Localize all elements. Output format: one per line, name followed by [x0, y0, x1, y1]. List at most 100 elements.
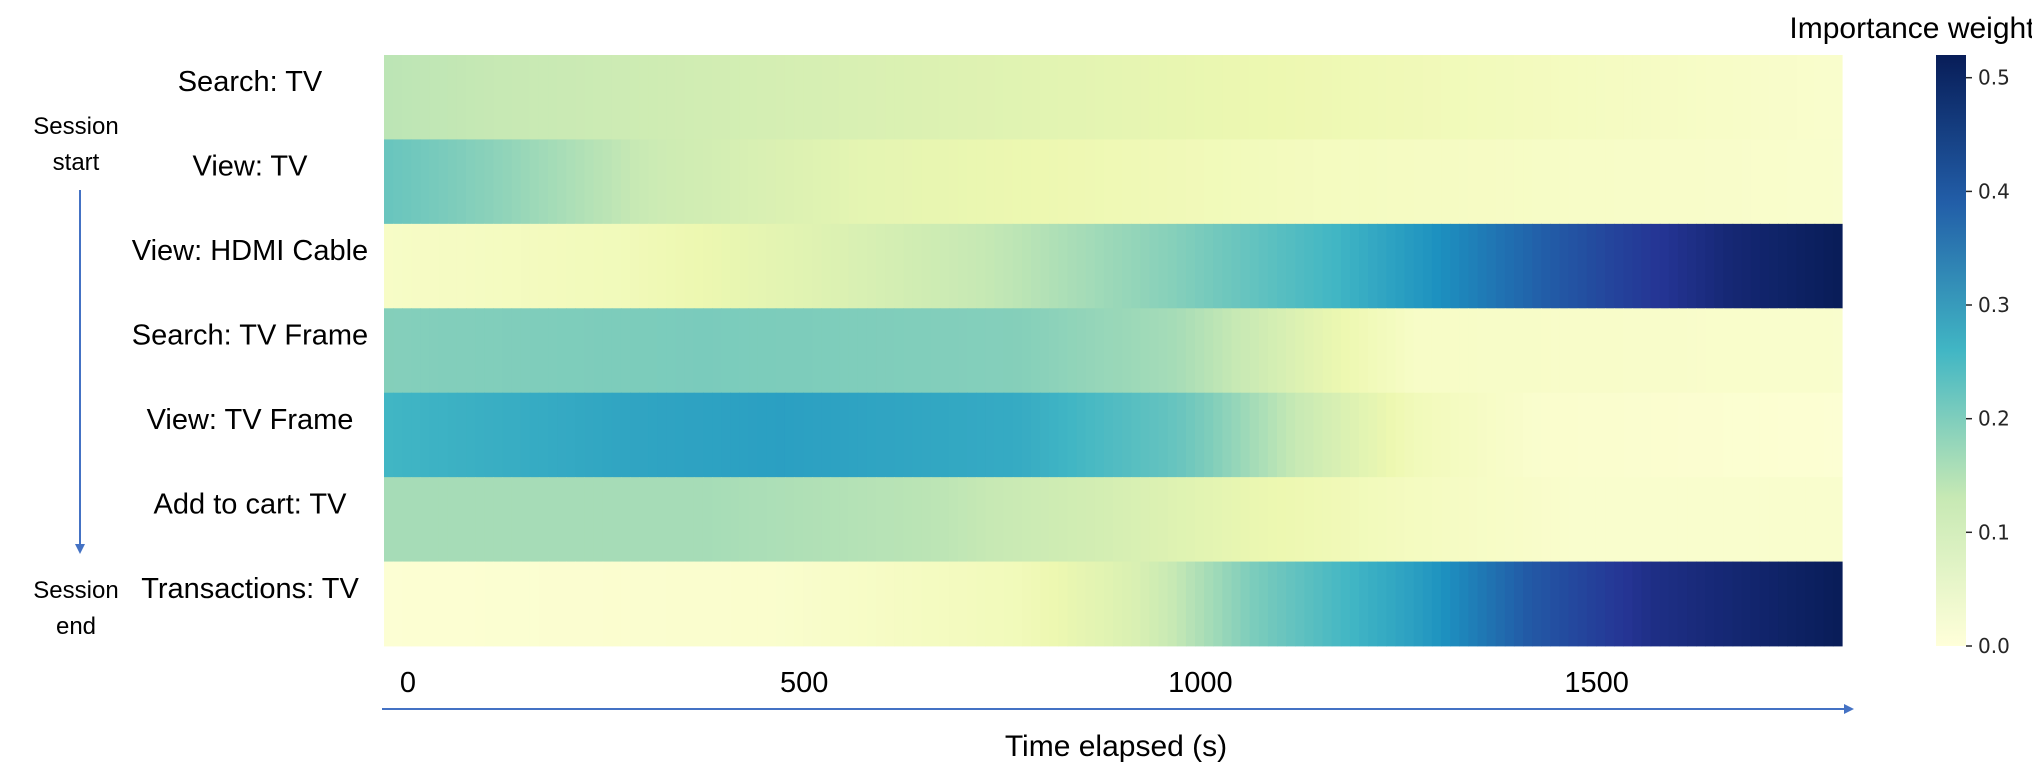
- heatmap-cell: [1204, 477, 1214, 562]
- heatmap-cell: [1668, 308, 1679, 394]
- heatmap-cell: [584, 223, 595, 309]
- heatmap-cell: [1113, 55, 1123, 140]
- heatmap-cell: [1331, 139, 1342, 225]
- heatmap-cell: [1322, 477, 1333, 562]
- heatmap-cell: [566, 477, 576, 562]
- heatmap-cell: [1495, 55, 1506, 140]
- heatmap-cell: [885, 477, 895, 562]
- heatmap-cell: [666, 55, 677, 140]
- heatmap-cell: [1714, 139, 1725, 225]
- heatmap-cell: [1195, 561, 1205, 647]
- heatmap-cell: [1040, 55, 1050, 140]
- heatmap-cell: [1213, 139, 1223, 225]
- heatmap-cell: [1313, 308, 1324, 394]
- heatmap-cell: [730, 55, 740, 140]
- heatmap-cell: [1532, 561, 1542, 647]
- heatmap-cell: [1012, 561, 1023, 647]
- heatmap-cell: [794, 392, 804, 478]
- heatmap-cell: [866, 139, 877, 225]
- row-label: Search: TV: [178, 66, 323, 98]
- heatmap-cell: [1714, 308, 1725, 394]
- heatmap-cell: [757, 308, 768, 394]
- heatmap-cell: [1832, 392, 1843, 478]
- heatmap-cell: [1714, 561, 1725, 647]
- heatmap-cell: [1140, 392, 1151, 478]
- heatmap-cell: [429, 139, 440, 225]
- heatmap-cell: [1805, 139, 1816, 225]
- heatmap-cell: [994, 55, 1005, 140]
- heatmap-cell: [420, 223, 431, 309]
- heatmap-cell: [1732, 55, 1743, 140]
- heatmap-cell: [1413, 308, 1424, 394]
- heatmap-row: [384, 477, 1843, 562]
- heatmap-cell: [1723, 477, 1734, 562]
- heatmap-cell: [493, 392, 504, 478]
- heatmap-cell: [1331, 223, 1342, 309]
- heatmap-cell: [1687, 55, 1697, 140]
- heatmap-cell: [1422, 55, 1433, 140]
- heatmap-cell: [1222, 477, 1233, 562]
- heatmap-cell: [1759, 477, 1770, 562]
- heatmap-cell: [1213, 477, 1223, 562]
- heatmap-cell: [484, 477, 494, 562]
- heatmap-cell: [475, 477, 485, 562]
- heatmap-cell: [1067, 477, 1078, 562]
- heatmap-cell: [1650, 55, 1661, 140]
- heatmap-cell: [1814, 392, 1825, 478]
- heatmap-cell: [1441, 561, 1451, 647]
- heatmap-cell: [1805, 561, 1816, 647]
- heatmap-cell: [666, 223, 677, 309]
- heatmap-cell: [1659, 223, 1670, 309]
- heatmap-cell: [684, 477, 695, 562]
- heatmap-cell: [1504, 561, 1515, 647]
- heatmap-cell: [1359, 308, 1369, 394]
- heatmap-cell: [1796, 392, 1807, 478]
- heatmap-cell: [1386, 477, 1397, 562]
- heatmap-cell: [794, 223, 804, 309]
- heatmap-cell: [1185, 139, 1196, 225]
- heatmap-cell: [675, 139, 686, 225]
- heatmap-cell: [1240, 223, 1251, 309]
- heatmap-cell: [739, 477, 750, 562]
- heatmap-cell: [721, 308, 731, 394]
- heatmap-cell: [921, 392, 932, 478]
- heatmap-cell: [657, 139, 668, 225]
- heatmap-cell: [520, 392, 531, 478]
- heatmap-cell: [1113, 223, 1123, 309]
- heatmap-cell: [493, 139, 504, 225]
- heatmap-cell: [821, 139, 832, 225]
- heatmap-cell: [921, 223, 932, 309]
- heatmap-cell: [894, 477, 905, 562]
- heatmap-cell: [1094, 308, 1105, 394]
- heatmap-cell: [1240, 561, 1251, 647]
- heatmap-cell: [1823, 55, 1834, 140]
- heatmap-cell: [1577, 55, 1588, 140]
- heatmap-cell: [1231, 55, 1242, 140]
- heatmap-cell: [921, 139, 932, 225]
- heatmap-cell: [1222, 223, 1233, 309]
- heatmap-cell: [730, 223, 740, 309]
- heatmap-cell: [730, 392, 740, 478]
- heatmap-cell: [1732, 308, 1743, 394]
- heatmap-cell: [411, 392, 422, 478]
- heatmap-cell: [538, 477, 549, 562]
- heatmap-cell: [839, 561, 850, 647]
- heatmap-cell: [894, 223, 905, 309]
- heatmap-cell: [876, 139, 886, 225]
- heatmap-cell: [548, 139, 558, 225]
- heatmap-cell: [1459, 308, 1469, 394]
- heatmap-cell: [1076, 55, 1087, 140]
- heatmap-cell: [1778, 55, 1788, 140]
- heatmap-cell: [611, 308, 622, 394]
- heatmap-cell: [1322, 392, 1333, 478]
- heatmap-cell: [1267, 308, 1278, 394]
- heatmap-cell: [475, 139, 485, 225]
- heatmap-cell: [857, 223, 868, 309]
- heatmap-cell: [1295, 55, 1305, 140]
- session-start-label: Session start: [33, 113, 118, 176]
- heatmap-cell: [384, 477, 394, 562]
- heatmap-cell: [848, 561, 859, 647]
- heatmap-cell: [666, 308, 677, 394]
- heatmap-cell: [994, 139, 1005, 225]
- heatmap-cell: [511, 561, 522, 647]
